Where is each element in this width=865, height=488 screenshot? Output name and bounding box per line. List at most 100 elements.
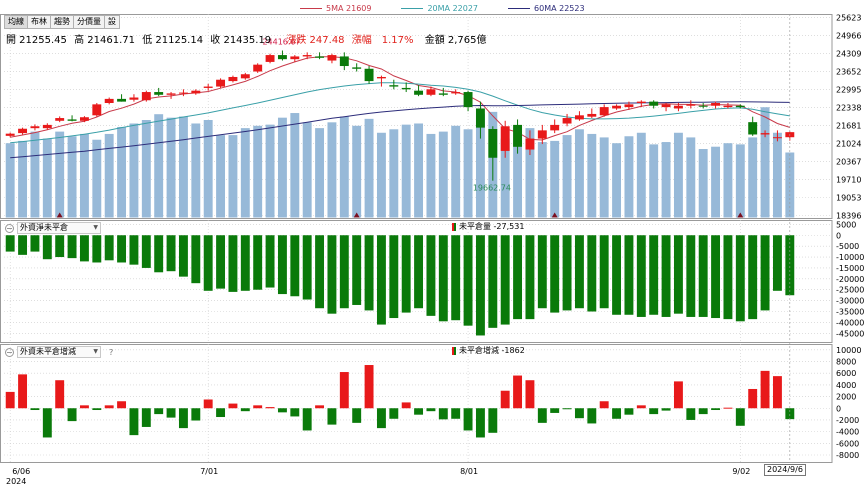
oi-change-bar: [92, 408, 102, 411]
net-oi-bar: [451, 235, 461, 321]
volume-bar: [290, 113, 300, 218]
oi-change-bar: [698, 408, 708, 415]
panel3-indicator-select[interactable]: 外資未平倉增減 ▼: [17, 346, 101, 358]
candle-body: [216, 79, 226, 87]
cursor-date-label: 2024/9/6: [764, 464, 806, 476]
oi-change-bar: [426, 408, 436, 412]
panel3-header: 外資未平倉增減 ▼ ?: [5, 346, 113, 358]
high-value: 高 21461.71: [74, 35, 135, 46]
net-oi-bar: [624, 235, 634, 315]
oi-change-bar: [735, 408, 745, 426]
ohlc-readout: 開 21255.45 高 21461.71 低 21125.14 收 21435…: [6, 31, 491, 46]
y-tick-label: -40000: [836, 318, 864, 327]
tab-settings[interactable]: 設: [104, 15, 120, 29]
y-tick-label: -2000: [836, 416, 859, 425]
candle-body: [500, 126, 510, 151]
y-tick-label: 21024: [836, 139, 861, 148]
open-value: 開 21255.45: [6, 35, 67, 46]
change-value: 漲跌 247.48: [286, 35, 345, 46]
net-oi-bar: [265, 235, 275, 288]
y-tick-label: -5000: [836, 242, 859, 251]
candle-body: [686, 104, 696, 106]
axes: 18396 19053 19710 20367 21024 21681 22338 22995…: [6, 13, 864, 486]
candle-body: [315, 56, 325, 58]
tab-trend[interactable]: 趨勢: [50, 15, 74, 29]
candle-body: [154, 92, 164, 95]
oi-change-bar: [315, 405, 325, 409]
volume-bar: [401, 124, 411, 218]
volume-bar: [661, 142, 671, 218]
oi-change-bar: [117, 401, 127, 409]
net-oi-bar: [216, 235, 226, 289]
volume-bar: [42, 138, 52, 218]
ma-line-0: [10, 56, 790, 141]
close-value: 收 21435.19: [210, 35, 272, 46]
y-tick-label: -20000: [836, 275, 864, 284]
tab-moving-average[interactable]: 均線: [4, 15, 28, 29]
volume-bar: [315, 128, 325, 218]
candle-body: [203, 86, 213, 88]
net-oi-bar: [649, 235, 659, 315]
candle-body: [191, 90, 201, 94]
candle-body: [624, 104, 634, 108]
net-oi-bar: [67, 235, 77, 259]
volume-bar: [587, 133, 597, 218]
y-tick-label: 5000: [836, 220, 856, 229]
tab-bollinger[interactable]: 布林: [27, 15, 51, 29]
low-annotation: 19662.74: [473, 184, 511, 193]
net-oi-bar: [315, 235, 325, 309]
panel3-minus-icon[interactable]: [5, 347, 14, 357]
candle-body: [475, 108, 485, 128]
y-tick-label: 24966: [836, 31, 861, 40]
candle-body: [30, 126, 40, 129]
net-oi-bar: [550, 235, 560, 313]
volume-bar: [513, 128, 523, 218]
candle-body: [141, 92, 151, 101]
volume-bar: [785, 152, 795, 218]
oi-change-bar: [475, 408, 485, 438]
high-annotation: 24416.67: [262, 38, 300, 47]
volume-bar: [748, 137, 758, 218]
candle-body: [67, 119, 77, 121]
volume-bar: [364, 118, 374, 218]
net-oi-bar: [785, 235, 795, 296]
y-tick-label: -30000: [836, 297, 864, 306]
tab-volume-profile[interactable]: 分價量: [73, 15, 105, 29]
net-oi-bar: [290, 235, 300, 297]
net-oi-bar: [364, 235, 374, 311]
oi-change-bar: [191, 408, 201, 421]
net-oi-bar: [562, 235, 572, 311]
net-oi-bar: [661, 235, 671, 317]
candle-body: [772, 137, 782, 139]
oi-change-bar: [649, 408, 659, 415]
oi-change-bar: [612, 408, 622, 419]
candle-body: [673, 105, 683, 109]
help-icon[interactable]: ?: [109, 347, 114, 357]
oi-change-bar: [18, 374, 28, 409]
panel2-minus-icon[interactable]: [5, 223, 14, 233]
legend-ma60[interactable]: 60MA 22523: [508, 2, 585, 14]
legend-label-ma20: 20MA 22027: [427, 3, 479, 13]
oi-change-bar: [760, 370, 770, 409]
oi-change-bar: [748, 388, 758, 409]
volume-bar: [141, 120, 151, 218]
y-tick-label: 21681: [836, 121, 861, 130]
volume-bar: [117, 126, 127, 218]
volume-bar: [612, 143, 622, 218]
volume-bar: [240, 128, 250, 218]
legend-ma20[interactable]: 20MA 22027: [401, 2, 478, 14]
volume-bar: [698, 149, 708, 218]
legend-swatch-ma20: [401, 7, 424, 9]
net-oi-bar: [376, 235, 386, 325]
net-oi-bar: [240, 235, 250, 291]
net-oi-bar: [18, 235, 28, 255]
y-tick-label: 0: [836, 231, 841, 240]
panel2-indicator-select[interactable]: 外資淨未平倉 ▼: [17, 222, 101, 234]
net-oi-bar: [154, 235, 164, 273]
volume-bar: [265, 124, 275, 218]
ma-legend: 5MA 21609 20MA 22027 60MA 22523: [300, 2, 585, 14]
legend-ma5[interactable]: 5MA 21609: [300, 2, 371, 14]
oi-change-bar: [500, 390, 510, 409]
volume-bar: [636, 132, 646, 218]
